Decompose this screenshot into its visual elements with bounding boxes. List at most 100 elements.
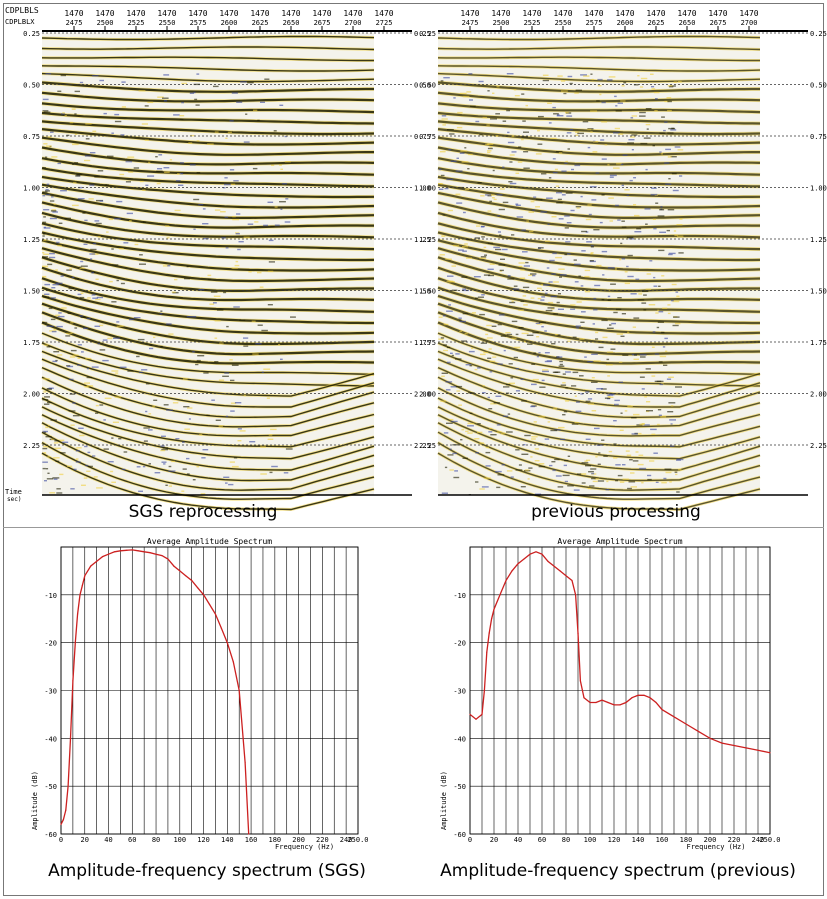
header-tick-label-bottom: 2475 (462, 19, 479, 27)
noise-speckle (179, 115, 185, 117)
noise-speckle (607, 351, 613, 353)
noise-speckle (92, 242, 97, 245)
noise-speckle (572, 336, 577, 338)
noise-speckle (590, 253, 593, 255)
noise-speckle (627, 487, 632, 490)
spectrum-point (655, 701, 657, 704)
noise-speckle (196, 359, 201, 362)
noise-speckle (134, 243, 139, 246)
reflector-line (41, 211, 375, 239)
noise-speckle (46, 346, 51, 348)
noise-speckle (586, 241, 592, 243)
noise-speckle (174, 209, 181, 212)
noise-speckle (518, 265, 523, 268)
noise-speckle (609, 324, 612, 326)
noise-speckle (473, 276, 481, 278)
noise-speckle (142, 189, 146, 191)
noise-speckle (252, 353, 259, 355)
noise-speckle (196, 466, 199, 468)
noise-speckle (587, 403, 594, 405)
noise-speckle (645, 223, 648, 225)
noise-speckle (47, 424, 50, 427)
noise-speckle (195, 363, 199, 366)
noise-speckle (604, 144, 608, 146)
reflector-line (437, 102, 761, 114)
noise-speckle (223, 476, 230, 478)
noise-speckle (487, 147, 493, 150)
noise-speckle (622, 464, 626, 466)
header-tick-label-bottom: 2525 (524, 19, 541, 27)
noise-speckle (162, 97, 169, 99)
y-tick-label: -40 (44, 735, 57, 743)
noise-speckle (620, 242, 623, 245)
noise-speckle (563, 464, 567, 467)
noise-speckle (284, 135, 287, 138)
noise-speckle (214, 209, 221, 211)
header-tick-label-top: 1470 (95, 9, 114, 18)
noise-speckle (103, 448, 109, 450)
noise-speckle (42, 430, 48, 433)
noise-speckle (439, 254, 445, 256)
noise-speckle (156, 170, 163, 172)
spectrum-point (625, 701, 627, 704)
noise-speckle (487, 396, 490, 399)
noise-speckle (588, 213, 592, 216)
noise-speckle (53, 478, 58, 480)
noise-speckle (263, 368, 271, 370)
noise-speckle (163, 167, 170, 169)
reflector-line (41, 167, 375, 188)
noise-speckle (508, 363, 513, 365)
noise-speckle (644, 208, 651, 210)
noise-speckle (570, 304, 576, 306)
noise-speckle (260, 101, 265, 103)
noise-speckle (142, 465, 146, 468)
noise-speckle (283, 472, 289, 474)
noise-speckle (661, 382, 664, 385)
noise-speckle (203, 237, 209, 240)
header-tick-label-bottom: 2700 (345, 19, 362, 27)
noise-speckle (614, 95, 617, 98)
time-tick-label: 0.25 (23, 30, 40, 38)
noise-speckle (108, 218, 113, 221)
noise-speckle (595, 331, 599, 334)
noise-speckle (524, 434, 531, 437)
noise-speckle (72, 143, 79, 146)
noise-speckle (591, 472, 595, 475)
reflector-line (41, 311, 375, 356)
noise-speckle (643, 309, 647, 311)
time-tick-label: 2.00 (810, 391, 827, 399)
noise-speckle (45, 468, 49, 470)
noise-speckle (585, 218, 592, 221)
spectrum-point (167, 558, 169, 560)
noise-speckle (574, 422, 579, 424)
noise-speckle (484, 477, 491, 479)
noise-speckle (85, 357, 92, 360)
noise-speckle (658, 285, 661, 287)
noise-speckle (97, 236, 101, 238)
noise-speckle (45, 73, 52, 75)
noise-speckle (576, 327, 579, 329)
noise-speckle (575, 206, 582, 208)
noise-speckle (196, 140, 200, 142)
noise-speckle (543, 284, 550, 286)
noise-speckle (217, 309, 224, 311)
noise-speckle (492, 92, 495, 94)
noise-speckle (459, 330, 463, 333)
reflector-line (437, 81, 760, 93)
header-tick-label-bottom: 2525 (128, 19, 145, 27)
noise-speckle (672, 324, 679, 327)
reflector-line (437, 422, 761, 482)
noise-speckle (585, 465, 591, 467)
noise-speckle (598, 452, 601, 454)
noise-speckle (52, 360, 57, 363)
noise-speckle (521, 229, 526, 231)
noise-speckle (267, 270, 274, 273)
noise-speckle (641, 388, 645, 390)
reflector-line (41, 321, 375, 365)
noise-speckle (630, 486, 637, 488)
noise-speckle (674, 234, 678, 237)
spectrum-point (486, 651, 488, 653)
noise-speckle (622, 354, 629, 356)
noise-speckle (567, 340, 571, 342)
noise-speckle (660, 206, 663, 208)
